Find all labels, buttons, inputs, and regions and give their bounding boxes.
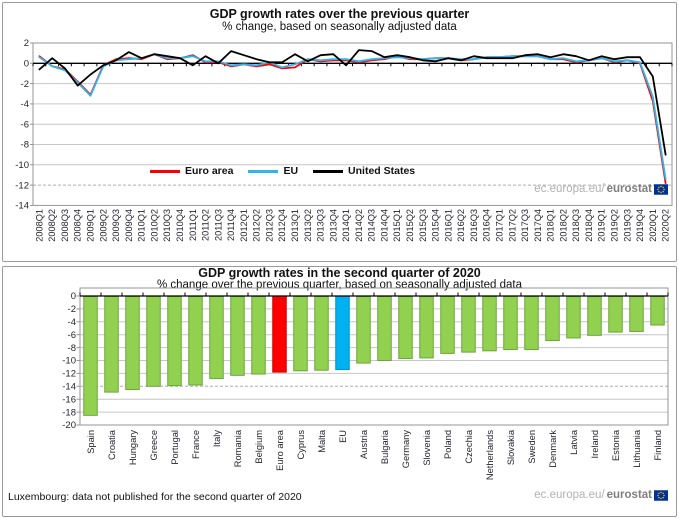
- watermark-prefix: ec.europa.eu/: [534, 183, 605, 195]
- watermark-brand: eurostat: [606, 489, 652, 501]
- luxembourg-footnote: Luxembourg: data not published for the s…: [8, 491, 302, 503]
- eu-flag-icon: [654, 489, 668, 501]
- legend-label-united-states: United States: [348, 165, 416, 177]
- bottom-chart-title: GDP growth rates in the second quarter o…: [198, 266, 481, 280]
- watermark-brand: eurostat: [606, 183, 652, 195]
- eurostat-watermark-bottom: ec.europa.eu/eurostat: [534, 489, 668, 501]
- bottom-chart-panel: [2, 266, 677, 517]
- legend-item-eu: EU: [248, 165, 298, 177]
- euro-area-line-swatch-icon: [150, 169, 180, 173]
- top-chart-legend: Euro area EU United States: [150, 165, 415, 177]
- eu-line-swatch-icon: [248, 169, 279, 173]
- legend-item-united-states: United States: [313, 165, 415, 177]
- legend-item-euro-area: Euro area: [150, 165, 233, 177]
- top-chart-subtitle: % change, based on seasonally adjusted d…: [222, 21, 457, 33]
- eu-flag-icon: [654, 183, 668, 195]
- legend-label-euro-area: Euro area: [185, 165, 234, 177]
- watermark-prefix: ec.europa.eu/: [534, 489, 605, 501]
- united-states-line-swatch-icon: [313, 169, 344, 173]
- bottom-chart-subtitle: % change over the previous quarter, base…: [156, 279, 523, 291]
- eurostat-watermark-top: ec.europa.eu/eurostat: [534, 183, 668, 195]
- legend-label-eu: EU: [283, 165, 299, 177]
- top-chart-title: GDP growth rates over the previous quart…: [209, 7, 470, 21]
- top-chart-panel: [2, 2, 677, 262]
